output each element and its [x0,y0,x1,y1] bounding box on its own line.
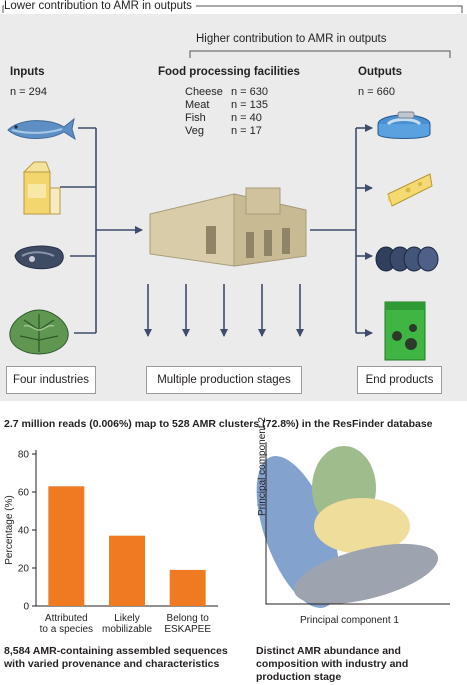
outputs-sample-count: n = 660 [358,86,396,98]
chart-caption-line-2: with varied provenance and characteristi… [4,658,220,670]
bagged-salad-icon [384,301,426,361]
y-tick-label: 40 [18,526,30,537]
y-tick-label: 0 [23,602,29,613]
industry-label: Cheese [185,86,223,98]
higher-contribution-label: Higher contribution to AMR in outputs [196,33,387,45]
pca-caption-line-1: Distinct AMR abundance and [256,645,401,657]
pca-caption-line-2: composition with industry and [256,658,409,670]
industry-label: Meat [185,99,210,111]
industry-count: n = 630 [231,86,269,98]
outputs-header: Outputs [358,66,403,78]
pca-plot [256,442,450,609]
pca-ellipse-gray [293,543,439,605]
bar-1 [48,486,85,606]
chart-caption: 8,584 AMR-containing assembled sequences… [4,645,228,671]
x-tick-label: mobilizable [102,624,152,635]
y-axis-label: Percentage (%) [4,495,15,564]
x-tick-label: Belong to [167,613,210,624]
canned-fish-icon [377,111,431,139]
facilities-header: Food processing facilities [158,66,300,78]
higher-contribution-bracket [189,50,451,58]
industry-count: n = 135 [231,99,269,111]
milk-carton-icon [22,161,61,215]
facilities-count-table: Cheese n = 630 Meat n = 135 Fish n = 40 … [185,86,268,138]
pca-caption: Distinct AMR abundance and composition w… [256,645,408,684]
x-tick-label: to a species [40,624,93,635]
y-tick-label: 80 [18,450,30,461]
bar-2 [109,535,145,606]
outputs-box: End products [357,366,442,394]
pca-y-axis-label: Principal component 2 [257,417,268,516]
facilities-box: Multiple production stages [146,366,302,394]
industry-count: n = 40 [231,112,262,124]
fish-icon [7,117,76,141]
steak-icon [14,245,64,270]
facility-row-cheese: Cheese n = 630 [185,86,268,99]
inputs-box: Four industries [6,366,96,394]
pca-ellipse-yellow [314,498,410,554]
y-tick-label: 20 [18,564,30,575]
x-tick-label: Likely [114,613,140,624]
cheese-icon [387,173,433,207]
industry-count: n = 17 [231,125,262,137]
sliced-sausage-icon [375,246,439,272]
flow-connectors [60,124,373,337]
x-tick-label: ESKAPEE [164,624,211,635]
facility-row-fish: Fish n = 40 [185,112,262,125]
facility-row-meat: Meat n = 135 [185,99,268,112]
pca-caption-line-3: production stage [256,671,342,683]
chart-caption-line-1: 8,584 AMR-containing assembled sequences [4,645,228,657]
inputs-sample-count: n = 294 [10,86,48,98]
industry-label: Veg [185,125,204,137]
lettuce-icon [9,309,69,355]
lower-contribution-label: Lower contribution to AMR in outputs [4,0,196,13]
industry-label: Fish [185,112,206,124]
lower-contribution-bracket [2,5,463,13]
y-tick-label: 60 [18,488,30,499]
bar-3 [169,569,206,606]
factory-icon [149,187,307,267]
pca-x-axis-label: Principal component 1 [300,615,399,626]
facility-row-veg: Veg n = 17 [185,125,262,138]
inputs-header: Inputs [10,66,45,78]
reads-summary: 2.7 million reads (0.006%) map to 528 AM… [4,418,433,430]
x-tick-label: Attributed [45,613,88,624]
